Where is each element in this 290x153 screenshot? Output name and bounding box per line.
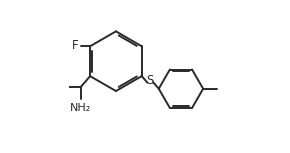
Text: S: S [146,74,154,87]
Text: NH₂: NH₂ [70,103,92,113]
Text: F: F [72,39,79,52]
